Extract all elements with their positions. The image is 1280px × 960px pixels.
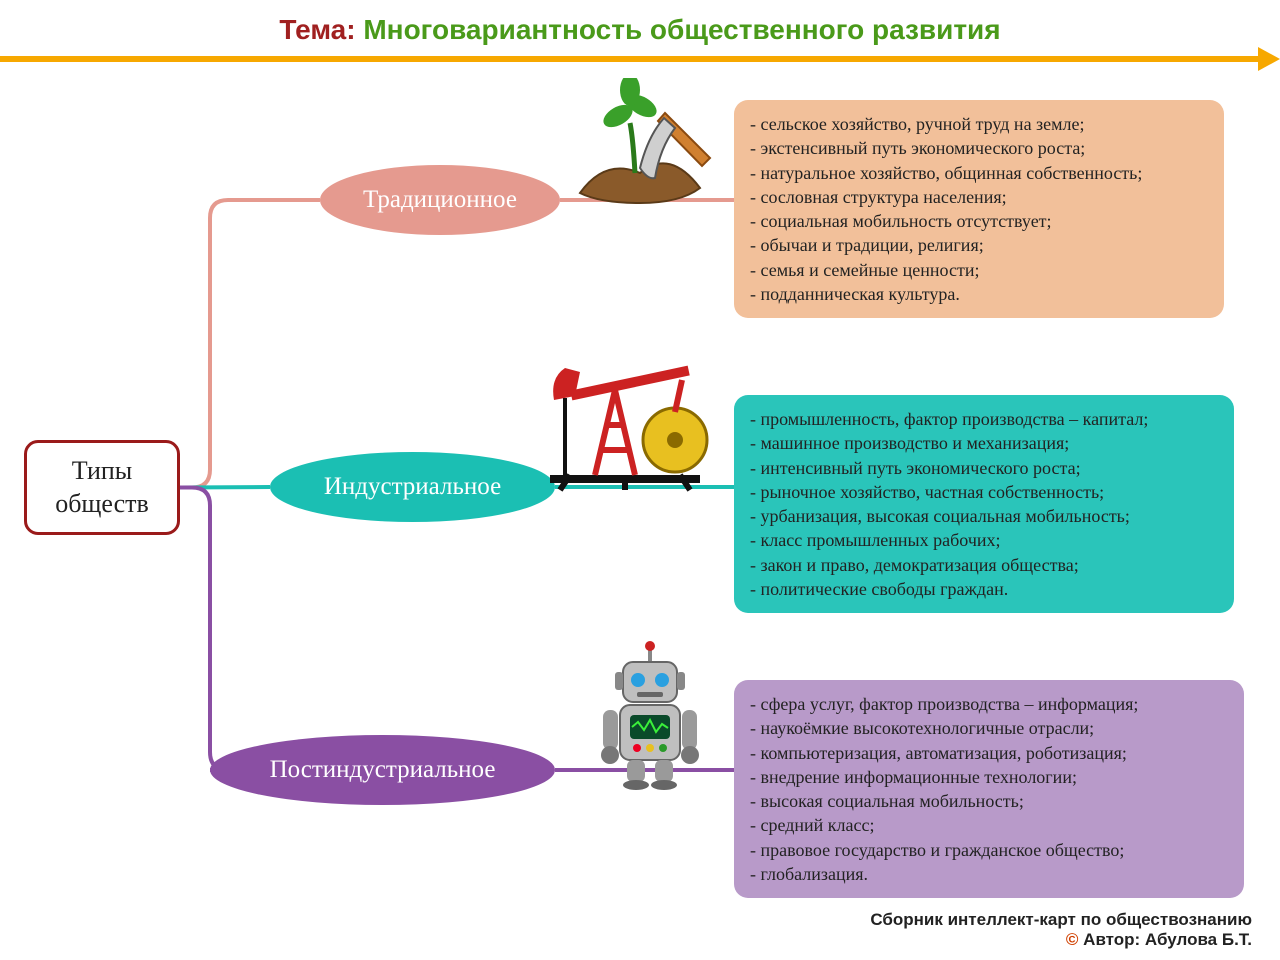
desc-line: - глобализация.	[750, 862, 1228, 886]
desc-line: - экстенсивный путь экономического роста…	[750, 136, 1208, 160]
robot-icon	[575, 640, 725, 790]
desc-box-traditional: - сельское хозяйство, ручной труд на зем…	[734, 100, 1224, 318]
root-label: Типы обществ	[27, 455, 177, 520]
timeline-arrow-head	[1258, 47, 1280, 71]
footer-author: Автор: Абулова Б.Т.	[1083, 930, 1252, 949]
desc-line: - внедрение информационные технологии;	[750, 765, 1228, 789]
title-prefix: Тема:	[279, 14, 355, 45]
desc-line: - машинное производство и механизация;	[750, 431, 1218, 455]
branch-label-postindustrial: Постиндустриальное	[270, 756, 496, 784]
page-title: Тема: Многовариантность общественного ра…	[0, 14, 1280, 46]
timeline-arrow-line	[0, 56, 1265, 62]
branch-label-industrial: Индустриальное	[324, 473, 501, 501]
desc-line: - средний класс;	[750, 813, 1228, 837]
desc-line: - наукоёмкие высокотехнологичные отрасли…	[750, 716, 1228, 740]
desc-box-industrial: - промышленность, фактор производства – …	[734, 395, 1234, 613]
title-main: Многовариантность общественного развития	[363, 14, 1000, 45]
desc-line: - политические свободы граждан.	[750, 577, 1218, 601]
desc-box-postindustrial: - сфера услуг, фактор производства – инф…	[734, 680, 1244, 898]
desc-line: - сельское хозяйство, ручной труд на зем…	[750, 112, 1208, 136]
branch-label-traditional: Традиционное	[363, 186, 517, 214]
branch-ellipse-industrial: Индустриальное	[270, 452, 555, 522]
desc-line: - сфера услуг, фактор производства – инф…	[750, 692, 1228, 716]
desc-line: - интенсивный путь экономического роста;	[750, 456, 1218, 480]
copyright-symbol: ©	[1066, 930, 1079, 949]
oil-pump-icon	[520, 330, 720, 495]
desc-line: - промышленность, фактор производства – …	[750, 407, 1218, 431]
desc-line: - рыночное хозяйство, частная собственно…	[750, 480, 1218, 504]
root-node: Типы обществ	[24, 440, 180, 535]
desc-line: - урбанизация, высокая социальная мобиль…	[750, 504, 1218, 528]
desc-line: - обычаи и традиции, религия;	[750, 233, 1208, 257]
desc-line: - семья и семейные ценности;	[750, 258, 1208, 282]
desc-line: - правовое государство и гражданское общ…	[750, 838, 1228, 862]
branch-ellipse-postindustrial: Постиндустриальное	[210, 735, 555, 805]
desc-line: - закон и право, демократизация общества…	[750, 553, 1218, 577]
plant-trowel-icon	[560, 78, 720, 208]
desc-line: - натуральное хозяйство, общинная собств…	[750, 161, 1208, 185]
footer-line1: Сборник интеллект-карт по обществознанию	[870, 910, 1252, 930]
branch-ellipse-traditional: Традиционное	[320, 165, 560, 235]
desc-line: - высокая социальная мобильность;	[750, 789, 1228, 813]
desc-line: - класс промышленных рабочих;	[750, 528, 1218, 552]
footer-line2: © Автор: Абулова Б.Т.	[870, 930, 1252, 950]
footer-credit: Сборник интеллект-карт по обществознанию…	[870, 910, 1252, 950]
desc-line: - социальная мобильность отсутствует;	[750, 209, 1208, 233]
desc-line: - компьютеризация, автоматизация, роботи…	[750, 741, 1228, 765]
desc-line: - сословная структура населения;	[750, 185, 1208, 209]
desc-line: - подданническая культура.	[750, 282, 1208, 306]
